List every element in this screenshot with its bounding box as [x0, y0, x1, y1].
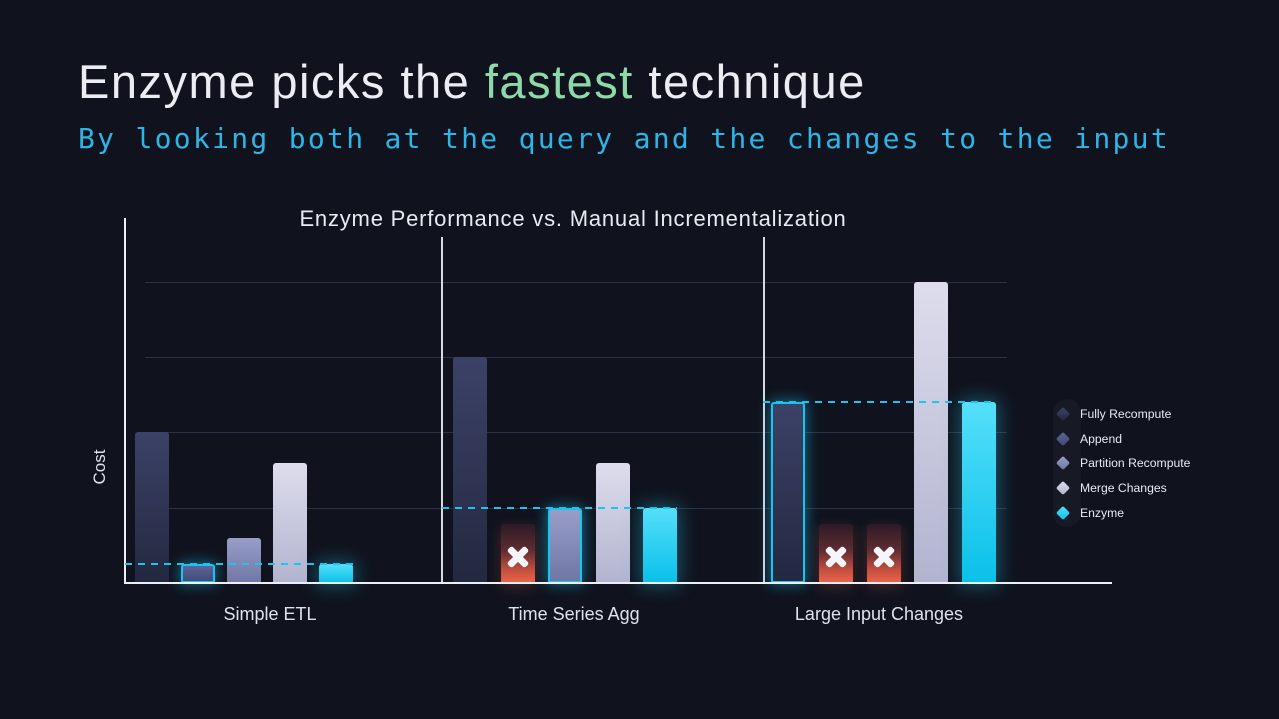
bar-simple-etl-fully-recompute — [135, 432, 169, 583]
legend-item: Partition Recompute — [1055, 453, 1191, 473]
gridline — [145, 357, 1007, 359]
gridline — [145, 432, 1007, 434]
bar-simple-etl-append — [181, 564, 215, 583]
bar-simple-etl-partition-recompute — [227, 537, 261, 583]
failed-x-icon — [505, 544, 531, 570]
legend-item-label: Merge Changes — [1080, 481, 1167, 496]
legend-item-label: Enzyme — [1080, 505, 1125, 520]
category-label: Time Series Agg — [508, 604, 640, 624]
chart-title: Enzyme Performance vs. Manual Incrementa… — [299, 206, 847, 231]
bar-large-input-changes-fully-recompute — [771, 402, 805, 583]
title-text-prefix: Enzyme picks the — [78, 55, 485, 108]
legend-item: Merge Changes — [1055, 478, 1167, 498]
group-divider — [763, 237, 765, 583]
legend-diamond-icon — [1055, 431, 1071, 446]
x-axis — [124, 582, 1112, 584]
bar-large-input-changes-partition-recompute — [866, 524, 901, 583]
failed-x-icon — [871, 544, 897, 570]
group-divider — [441, 237, 443, 583]
bar-time-series-agg-partition-recompute — [548, 507, 582, 583]
bar-time-series-agg-append — [500, 524, 535, 583]
enzyme-cost-reference-line — [441, 506, 677, 509]
title-text-suffix: technique — [633, 55, 866, 108]
legend-item: Append — [1055, 429, 1123, 449]
category-label: Simple ETL — [223, 604, 317, 624]
title-highlight: fastest — [484, 55, 634, 108]
bar-large-input-changes-enzyme — [962, 402, 996, 583]
legend-item-label: Append — [1080, 431, 1123, 446]
failed-x-icon — [823, 544, 849, 570]
legend-item-label: Fully Recompute — [1080, 407, 1172, 421]
y-axis — [124, 218, 126, 584]
bar-time-series-agg-merge-changes — [595, 462, 630, 583]
legend-item: Fully Recompute — [1055, 404, 1172, 424]
page-title: Enzyme picks the fastest technique — [78, 54, 866, 109]
page-subtitle: By looking both at the query and the cha… — [78, 122, 1170, 155]
bar-simple-etl-enzyme — [319, 564, 353, 583]
legend-item: Enzyme — [1055, 503, 1125, 523]
bar-time-series-agg-fully-recompute — [453, 357, 487, 583]
bar-large-input-changes-append — [818, 524, 853, 583]
category-label: Large Input Changes — [794, 604, 964, 624]
legend-diamond-icon — [1055, 481, 1071, 496]
gridline — [145, 281, 1007, 283]
enzyme-cost-reference-line — [125, 563, 353, 566]
legend-diamond-icon — [1055, 456, 1071, 471]
bar-simple-etl-merge-changes — [273, 462, 307, 583]
enzyme-cost-reference-line — [763, 401, 996, 404]
bar-time-series-agg-enzyme — [643, 507, 677, 583]
legend-diamond-icon — [1055, 505, 1071, 520]
bar-large-input-changes-merge-changes — [914, 281, 949, 583]
legend-item-label: Partition Recompute — [1080, 456, 1191, 471]
legend-diamond-icon — [1055, 406, 1071, 422]
